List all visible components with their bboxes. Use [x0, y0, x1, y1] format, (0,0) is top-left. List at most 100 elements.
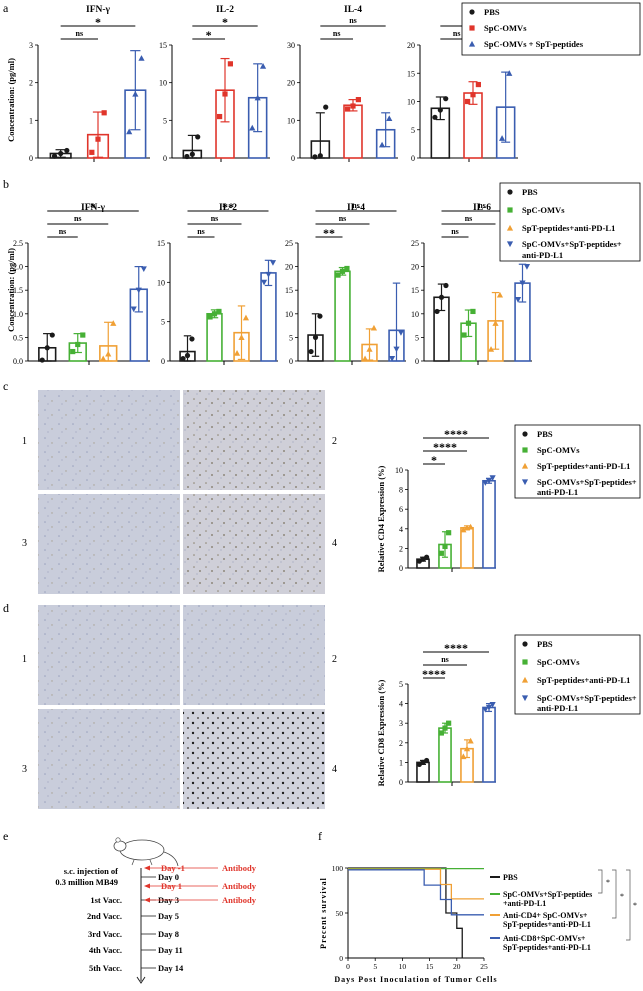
y-tick-label: 10 [287, 116, 295, 125]
panel-letter-b: b [3, 177, 9, 191]
sig-label: ns [339, 214, 347, 223]
sig-label: ns [74, 214, 82, 223]
chart-title: IL-6 [473, 203, 491, 213]
data-point [95, 136, 101, 142]
mouse-icon [113, 837, 179, 867]
legend-marker [522, 447, 528, 453]
chart-title: IL-4 [344, 5, 362, 15]
y-tick-label: 5 [289, 333, 293, 342]
data-point [140, 266, 147, 273]
data-point [489, 701, 496, 708]
legend-d: PBS SpC-OMVs SpT-peptides+anti-PD-L1 SpC-OM… [514, 634, 641, 715]
bar-3 [482, 706, 496, 783]
data-point [105, 350, 112, 357]
y-tick-label: 0 [415, 357, 419, 366]
data-point [344, 265, 350, 272]
y-tick-label: 15 [157, 239, 165, 248]
data-point [89, 149, 95, 155]
legend-marker [507, 189, 513, 195]
y-axis-label: Precent survival [319, 877, 328, 949]
timeline-step-label: 5th Vacc. [89, 963, 122, 973]
legend-label: anti-PD-L1 [537, 703, 578, 713]
sig-label: ns [352, 201, 360, 210]
x-tick-label: 0 [346, 962, 350, 971]
x-tick-label: 25 [480, 962, 488, 971]
y-tick-label: 1 [29, 116, 33, 125]
y-tick-label: 10 [407, 98, 415, 107]
y-tick-label: 1.5 [13, 286, 23, 295]
bar-1 [334, 270, 351, 362]
y-tick-label: 10 [285, 310, 293, 319]
micrograph-d1 [38, 605, 180, 705]
data-point [465, 320, 472, 326]
timeline-step-label: 0.3 million MB49 [55, 877, 118, 887]
data-point [514, 297, 522, 303]
y-tick-label: 20 [287, 79, 295, 88]
legend-b: PBS SpC-OMVs SpT-peptides+anti-PD-L1 SpC-OM… [499, 182, 641, 262]
y-tick-label: 0.0 [13, 357, 23, 366]
legend-marker [522, 641, 528, 647]
legend-label: SpT-peptides+anti-PD-L1 [503, 943, 591, 952]
chart-title: IL-2 [219, 203, 237, 213]
sig-label: ** [222, 200, 234, 214]
data-point [180, 356, 186, 362]
y-tick-label: 3 [29, 41, 33, 50]
legend-box [514, 634, 641, 715]
micrograph-d2 [183, 605, 325, 705]
data-point [485, 478, 493, 484]
sig-label: **** [444, 641, 468, 655]
data-point [523, 264, 531, 270]
survival-line-3 [348, 869, 484, 916]
data-point [424, 757, 430, 764]
sig-bracket [598, 869, 603, 894]
y-tick-label: 2 [399, 544, 403, 553]
data-point [39, 357, 45, 363]
y-tick-label: 2.5 [13, 239, 23, 248]
x-tick-label: 10 [399, 962, 407, 971]
legend-marker [522, 659, 528, 665]
data-point [482, 706, 489, 713]
panel-letter-d: d [3, 601, 9, 615]
data-point [442, 543, 448, 550]
data-point [350, 103, 356, 109]
data-point [461, 332, 467, 338]
y-axis-label: Relative CD4 Expression (%) [376, 465, 386, 572]
micrograph-label-d2: 2 [332, 654, 337, 665]
micrograph-label-c4: 4 [332, 538, 337, 549]
y-axis-label: Concentration: (pg/ml) [6, 58, 16, 142]
y-tick-label: 3 [399, 719, 403, 728]
legend-box [461, 2, 641, 56]
legend-label: PBS [537, 429, 553, 439]
data-point [80, 332, 86, 338]
data-point [438, 730, 444, 736]
x-tick-label: 5 [373, 962, 377, 971]
y-tick-label: 0.5 [13, 333, 23, 342]
legend-marker [521, 479, 529, 486]
legends: PBS SpC-OMVs SpC-OMVs + SpT-peptides PBS SpC… [461, 2, 641, 715]
treatment-timeline: s.c. injection of0.3 million MB49 1st Vac… [55, 837, 257, 984]
data-point [238, 334, 245, 340]
data-point [312, 334, 319, 340]
data-point [135, 287, 142, 294]
legend-marker [521, 676, 529, 683]
legend-label: SpC-OMVs+SpT-peptides+ [522, 239, 622, 249]
y-tick-label: 25 [285, 239, 293, 248]
legend-label: PBS [537, 639, 553, 649]
y-axis-label: Concentration: (pg/ml) [6, 248, 16, 332]
data-point [207, 314, 213, 320]
y-tick-label: 2 [29, 79, 33, 88]
y-tick-label: 2 [399, 739, 403, 748]
sig-label: * [222, 15, 228, 29]
y-tick-label: 25 [411, 239, 419, 248]
data-point [312, 154, 318, 160]
data-point [260, 279, 268, 286]
timeline-antibody: Antibody [222, 895, 257, 905]
sig-label: ** [323, 226, 335, 240]
data-point [463, 745, 471, 752]
y-tick-label: 8 [399, 486, 403, 495]
legend-label: anti-PD-L1 [537, 487, 578, 497]
legend-a: PBS SpC-OMVs SpC-OMVs + SpT-peptides [461, 2, 641, 56]
micrograph-c2 [183, 390, 325, 490]
survival-line-0 [348, 867, 463, 958]
